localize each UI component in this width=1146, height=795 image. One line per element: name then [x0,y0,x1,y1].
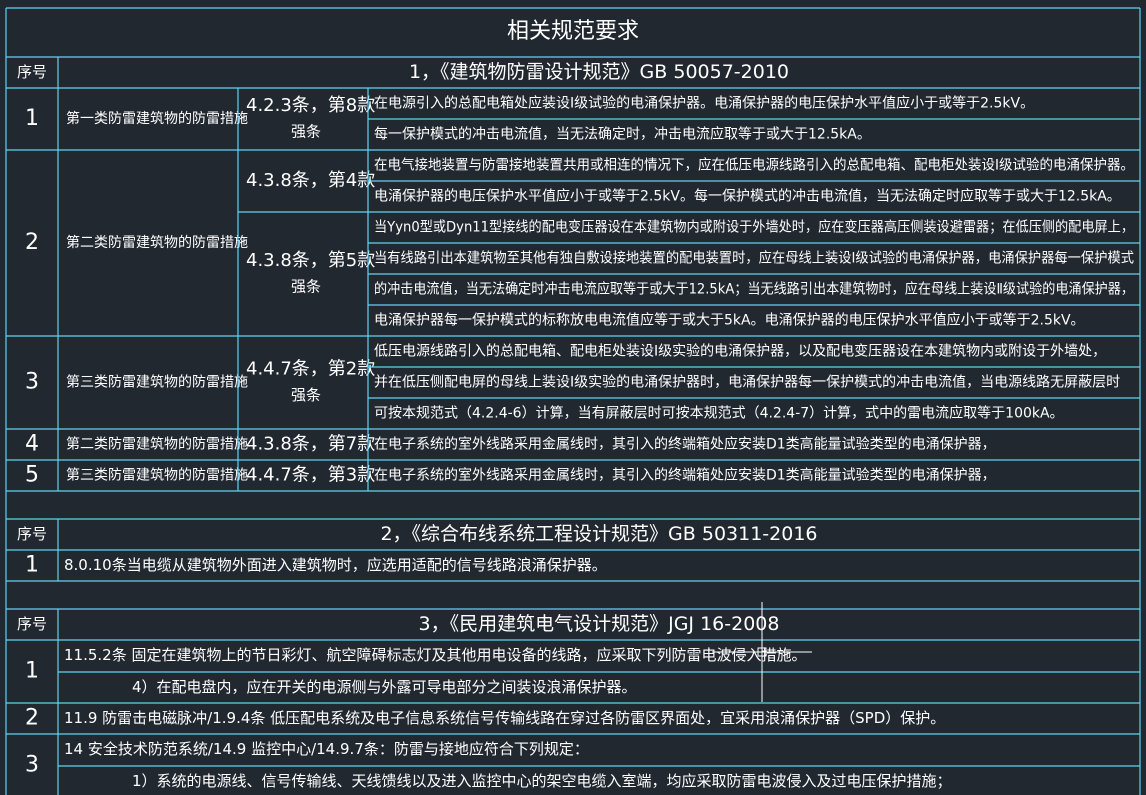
row-no: 1 [25,106,39,131]
clause: 4.4.7条，第2款 [246,359,375,380]
clause: 强条 [291,386,321,404]
clause: 4.3.8条，第7款 [246,434,375,455]
category: 第二类防雷建筑物的防雷措施 [66,436,248,453]
requirement-text: 11.9 防雷击电磁脉冲/1.9.4条 低压配电系统及电子信息系统信号传输线路在… [64,709,945,727]
category: 第三类防雷建筑物的防雷措施 [66,374,248,391]
clause: 4.3.8条，第5款 [246,250,375,271]
table-title: 相关规范要求 [507,19,639,44]
requirement-text: 在电气接地装置与防雷接地装置共用或相连的情况下，应在低压电源线路引入的总配电箱、… [374,157,1134,174]
row-no: 2 [25,230,39,255]
requirement-text: 1）系统的电源线、信号传输线、天线馈线以及进入监控中心的架空电缆入室端，均应采取… [132,772,952,790]
requirement-text: 在电源引入的总配电箱处应装设Ⅰ级试验的电涌保护器。电涌保护器的电压保护水平值应小… [374,95,1034,112]
row-no: 1 [25,659,39,684]
requirement-text: 当有线路引出本建筑物至其他有独自敷设接地装置的配电装置时，应在母线上装设Ⅰ级试验… [374,250,1134,267]
requirement-text: 可按本规范式（4.2.4-6）计算，当有屏蔽层时可按本规范式（4.2.4-7）计… [374,405,1064,422]
cursor-box [757,647,767,657]
requirement-text: 当Yyn0型或Dyn11型接线的配电变压器设在本建筑物内或附设于外墙处时，应在变… [374,219,1134,236]
requirement-text: 并在低压侧配电屏的母线上装设Ⅰ级实验的电涌保护器时，电涌保护器每一保护模式的冲击… [374,375,1120,391]
row-no: 4 [25,432,39,457]
clause: 4.2.3条，第8款 [246,95,375,116]
requirement-text: 8.0.10条当电缆从建筑物外面进入建筑物时，应选用适配的信号线路浪涌保护器。 [64,556,607,574]
clause: 强条 [291,123,321,141]
requirement-text: 11.5.2条 固定在建筑物上的节日彩灯、航空障碍标志灯及其他用电设备的线路，应… [64,646,806,664]
category: 第三类防雷建筑物的防雷措施 [66,467,248,484]
category: 第二类防雷建筑物的防雷措施 [66,234,248,251]
requirement-text: 低压电源线路引入的总配电箱、配电柜处装设Ⅰ级实验的电涌保护器，以及配电变压器设在… [374,344,1106,360]
row-no: 3 [25,370,39,395]
row-no: 5 [25,463,39,488]
section-heading: 3，《民用建筑电气设计规范》JGJ 16-2008 [419,613,780,635]
requirement-text: 每一保护模式的冲击电流值，当无法确定时，冲击电流应取等于或大于12.5kA。 [374,126,871,143]
clause: 强条 [291,278,321,296]
row-no: 3 [25,753,39,778]
clause: 4.4.7条，第3款 [246,465,375,486]
requirement-text: 在电子系统的室外线路采用金属线时，其引入的终端箱处应安装D1类高能量试验类型的电… [374,467,996,484]
section-heading: 2，《综合布线系统工程设计规范》GB 50311-2016 [380,523,817,545]
header-no: 序号 [17,63,47,81]
requirement-text: 在电子系统的室外线路采用金属线时，其引入的终端箱处应安装D1类高能量试验类型的电… [374,436,996,453]
requirement-text: 电涌保护器的电压保护水平值应小于或等于2.5kV。每一保护模式的冲击电流值，当无… [374,188,1121,205]
requirement-text: 4）在配电盘内，应在开关的电源侧与外露可导电部分之间装设浪涌保护器。 [132,678,637,696]
requirement-text: 14 安全技术防范系统/14.9 监控中心/14.9.7条：防雷与接地应符合下列… [64,740,589,758]
header-no: 序号 [17,615,47,633]
header-no: 序号 [17,525,47,543]
requirement-text: 电涌保护器每一保护模式的标称放电电流值应等于或大于5kA。电涌保护器的电压保护水… [374,312,1085,329]
section-heading: 1，《建筑物防雷设计规范》GB 50057-2010 [409,61,789,83]
row-no: 1 [25,553,39,578]
row-no: 2 [25,706,39,731]
requirement-text: 的冲击电流值，当无法确定时冲击电流应取等于或大于12.5kA；当无线路引出本建筑… [374,281,1134,298]
category: 第一类防雷建筑物的防雷措施 [66,110,248,127]
clause: 4.3.8条，第4款 [246,170,375,191]
